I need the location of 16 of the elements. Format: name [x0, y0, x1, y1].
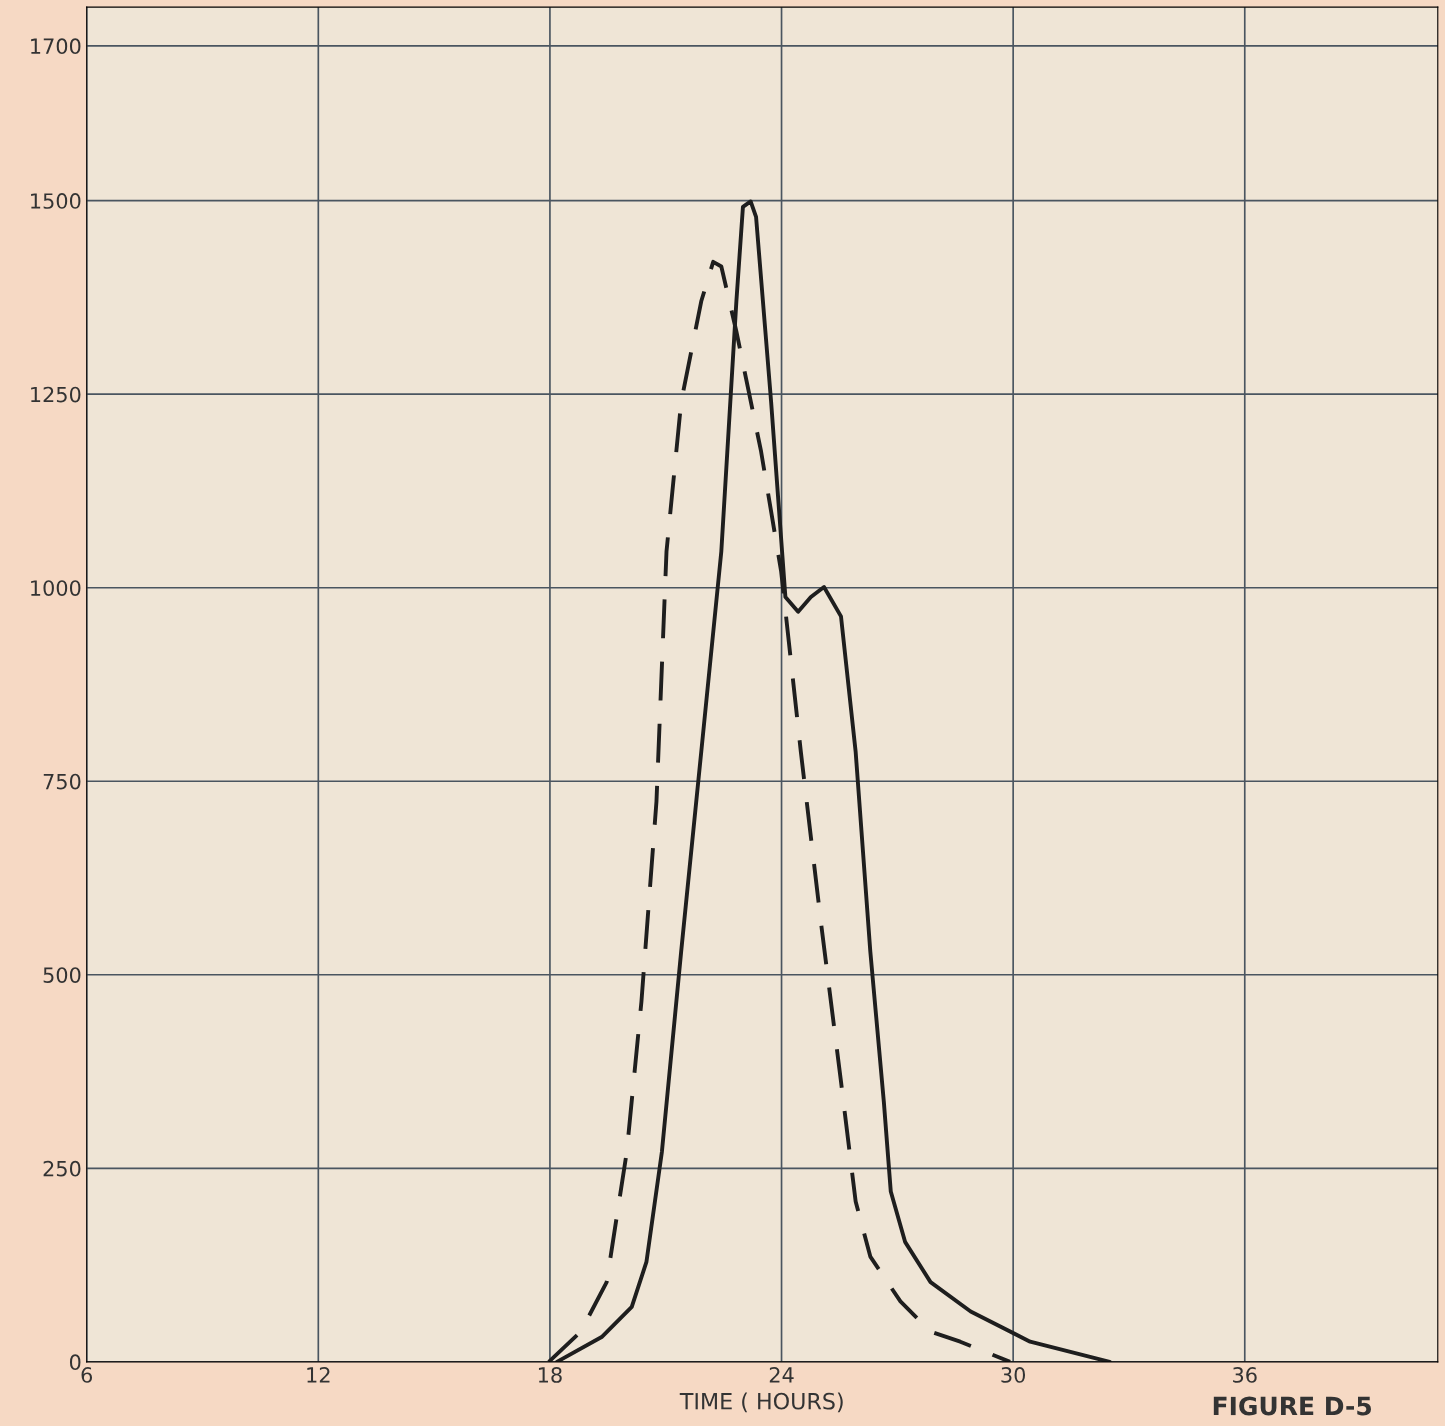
y-tick-label: 500	[43, 967, 81, 983]
y-tick-label: 1700	[31, 38, 81, 55]
x-axis-title: TIME ( HOURS)	[679, 1392, 843, 1413]
y-tick-label: 250	[43, 1160, 81, 1177]
x-tick-label: 24	[769, 1367, 794, 1383]
x-tick-label: 18	[538, 1367, 562, 1383]
y-tick-label: 1000	[31, 580, 81, 596]
y-tick-label: 1500	[31, 193, 81, 209]
x-tick-label: 30	[1001, 1367, 1026, 1383]
y-tick-label: 750	[43, 773, 81, 790]
x-tick-label: 12	[307, 1367, 330, 1383]
x-tick-label: 36	[1233, 1367, 1257, 1383]
y-tick-label: 0	[69, 1354, 81, 1371]
y-tick-label: 1250	[31, 386, 81, 403]
text: FIGURE D-5	[1213, 1396, 1371, 1416]
x-tick-label: 6	[81, 1367, 93, 1383]
